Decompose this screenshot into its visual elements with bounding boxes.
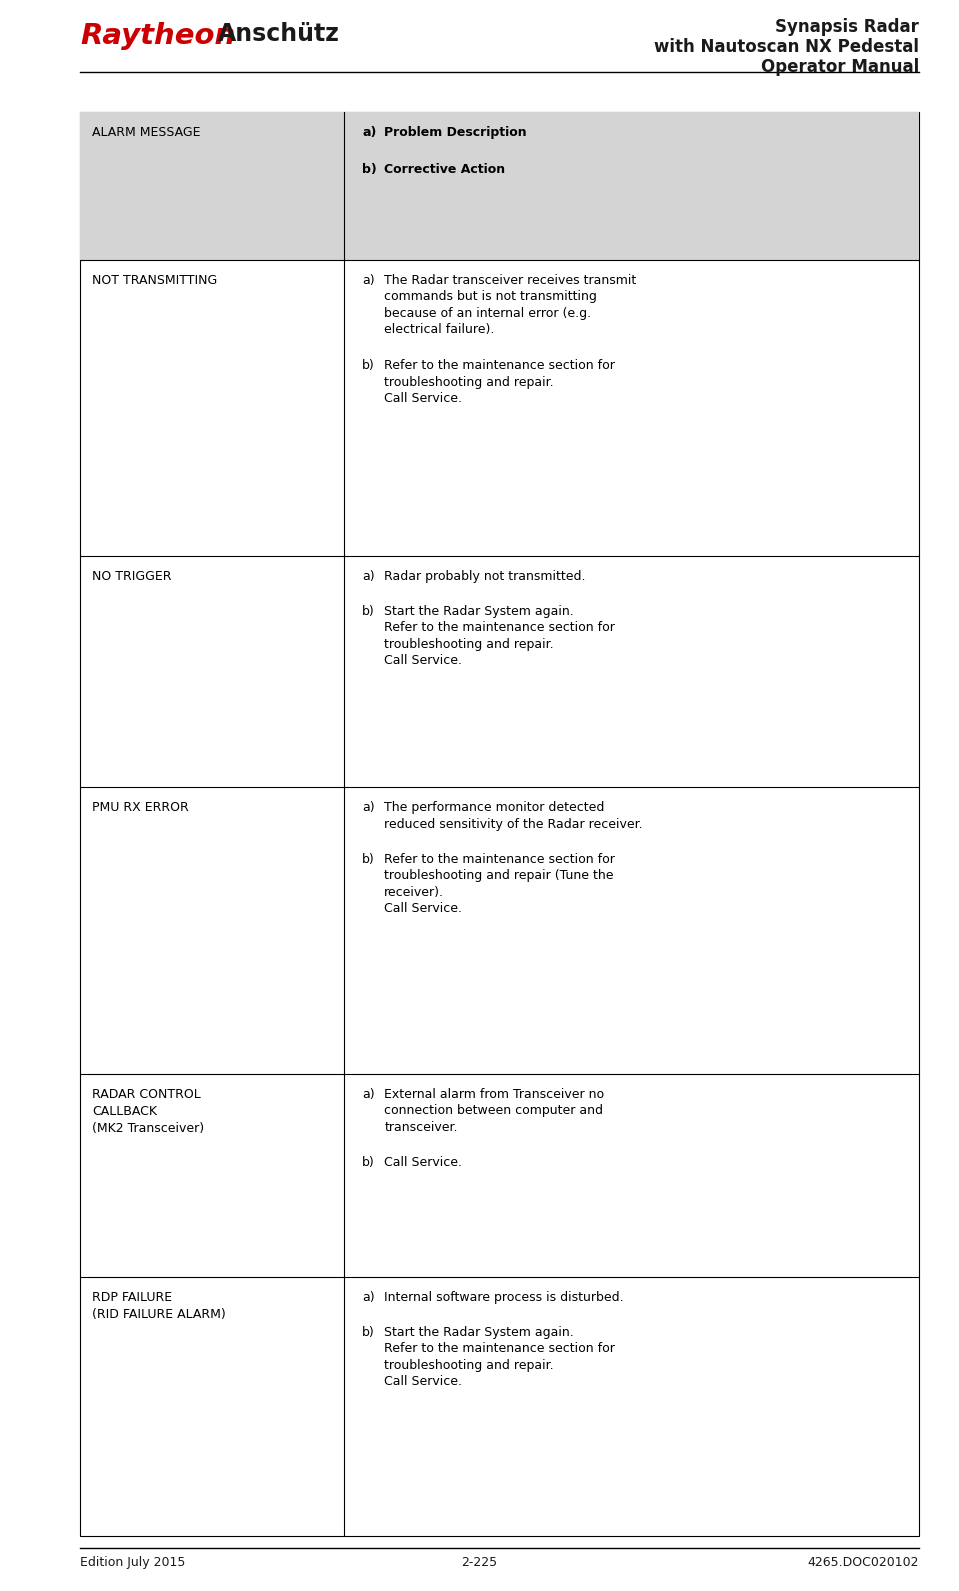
Text: b): b)	[363, 1325, 375, 1340]
Text: b): b)	[363, 605, 375, 617]
Text: a): a)	[363, 1290, 375, 1305]
Text: Edition July 2015: Edition July 2015	[80, 1556, 185, 1569]
Text: a): a)	[363, 274, 375, 286]
Text: ALARM MESSAGE: ALARM MESSAGE	[92, 126, 200, 138]
Text: a): a)	[363, 1088, 375, 1101]
Text: Call Service.: Call Service.	[385, 1157, 462, 1169]
Text: a): a)	[363, 800, 375, 815]
Text: PMU RX ERROR: PMU RX ERROR	[92, 800, 189, 815]
Text: Refer to the maintenance section for
troubleshooting and repair (Tune the
receiv: Refer to the maintenance section for tro…	[385, 853, 615, 915]
Text: Anschütz: Anschütz	[218, 22, 339, 46]
Text: Radar probably not transmitted.: Radar probably not transmitted.	[385, 570, 586, 582]
Text: Raytheon: Raytheon	[80, 22, 235, 49]
Text: a): a)	[363, 126, 377, 138]
Text: Internal software process is disturbed.: Internal software process is disturbed.	[385, 1290, 624, 1305]
Text: b): b)	[363, 360, 375, 372]
Text: NOT TRANSMITTING: NOT TRANSMITTING	[92, 274, 218, 286]
Text: Refer to the maintenance section for
troubleshooting and repair.
Call Service.: Refer to the maintenance section for tro…	[385, 360, 615, 406]
Text: Start the Radar System again.
Refer to the maintenance section for
troubleshooti: Start the Radar System again. Refer to t…	[385, 605, 615, 667]
Text: 4265.DOC020102: 4265.DOC020102	[807, 1556, 919, 1569]
Text: 2-225: 2-225	[461, 1556, 498, 1569]
Text: a): a)	[363, 570, 375, 582]
Text: Synapsis Radar: Synapsis Radar	[775, 18, 919, 37]
Text: b): b)	[363, 853, 375, 866]
Text: RADAR CONTROL
CALLBACK
(MK2 Transceiver): RADAR CONTROL CALLBACK (MK2 Transceiver)	[92, 1088, 204, 1134]
Text: RDP FAILURE
(RID FAILURE ALARM): RDP FAILURE (RID FAILURE ALARM)	[92, 1290, 225, 1321]
Text: External alarm from Transceiver no
connection between computer and
transceiver.: External alarm from Transceiver no conne…	[385, 1088, 604, 1134]
Text: with Nautoscan NX Pedestal: with Nautoscan NX Pedestal	[654, 38, 919, 56]
Text: The Radar transceiver receives transmit
commands but is not transmitting
because: The Radar transceiver receives transmit …	[385, 274, 637, 336]
Text: NO TRIGGER: NO TRIGGER	[92, 570, 172, 582]
Text: b): b)	[363, 162, 377, 177]
Bar	[80, 111, 919, 259]
Text: Corrective Action: Corrective Action	[385, 162, 505, 177]
Text: Operator Manual: Operator Manual	[760, 57, 919, 76]
Text: b): b)	[363, 1157, 375, 1169]
Text: Start the Radar System again.
Refer to the maintenance section for
troubleshooti: Start the Radar System again. Refer to t…	[385, 1325, 615, 1389]
Bar	[80, 111, 919, 1535]
Text: The performance monitor detected
reduced sensitivity of the Radar receiver.: The performance monitor detected reduced…	[385, 800, 643, 831]
Text: Problem Description: Problem Description	[385, 126, 526, 138]
